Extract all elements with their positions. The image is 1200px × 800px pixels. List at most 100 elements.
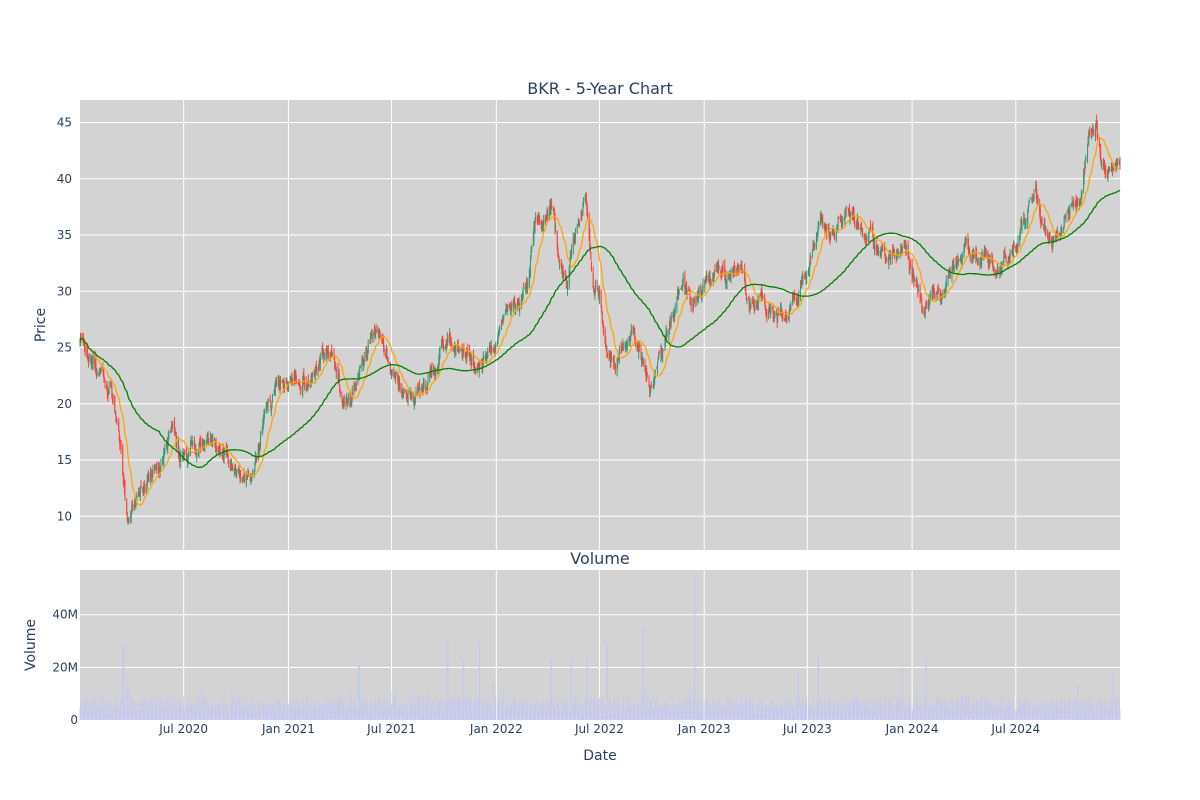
candle-body (1009, 257, 1011, 261)
volume-bar (1119, 698, 1120, 720)
volume-bar (592, 707, 594, 720)
volume-bar (319, 704, 321, 720)
volume-bar (439, 698, 441, 720)
volume-bar (1032, 707, 1034, 720)
candle-body (289, 378, 291, 380)
candle-body (786, 315, 788, 320)
candle-body (252, 470, 254, 473)
candle-body (1020, 222, 1022, 229)
candle-body (660, 349, 662, 357)
volume-bar (661, 709, 662, 720)
candle-body (932, 289, 934, 294)
volume-bar (678, 704, 680, 720)
candle-body (629, 337, 631, 340)
volume-bar (1003, 708, 1005, 720)
volume-bar (1007, 706, 1009, 720)
candle-body (1067, 212, 1069, 216)
candle-body (917, 286, 919, 293)
candle-body (351, 397, 353, 405)
volume-bar (825, 697, 826, 720)
volume-bar (1037, 699, 1038, 720)
candle-body (601, 312, 603, 319)
candle-body (403, 388, 405, 394)
volume-bar (342, 711, 343, 720)
candle-body (744, 269, 746, 282)
volume-bar (714, 709, 716, 720)
candle-body (301, 388, 303, 390)
candle-body (107, 390, 109, 396)
candle-body (736, 265, 738, 269)
volume-bar (694, 577, 696, 720)
candle-body (959, 259, 961, 261)
volume-bar (485, 698, 486, 720)
volume-bar (314, 705, 316, 720)
volume-bar (734, 707, 736, 720)
candle-body (961, 259, 963, 263)
volume-bar (766, 707, 768, 720)
volume-bar (241, 699, 243, 720)
candle-body (375, 331, 377, 335)
candle-body (269, 398, 271, 403)
candle-body (94, 366, 96, 368)
candle-body (94, 356, 96, 365)
candle-body (613, 357, 615, 363)
candle-body (386, 351, 388, 355)
volume-bar (653, 707, 654, 720)
volume-bar (696, 701, 698, 720)
candle-body (303, 374, 305, 378)
candle-body (179, 456, 181, 463)
volume-bar (228, 711, 230, 720)
candle-body (229, 464, 231, 466)
volume-bar (681, 702, 682, 720)
candle-body (195, 451, 197, 457)
candle-body (1115, 162, 1117, 167)
candle-body (653, 378, 655, 382)
volume-bar (641, 698, 643, 720)
candle-body (1008, 258, 1010, 260)
volume-bar (278, 701, 280, 720)
candle-body (724, 265, 726, 276)
candle-body (936, 292, 938, 294)
volume-bar (670, 701, 672, 720)
candle-body (592, 273, 594, 288)
volume-bar (238, 696, 240, 720)
volume-bar (247, 707, 249, 720)
volume-bar (143, 696, 145, 720)
volume-bar (1015, 710, 1017, 720)
candle-body (1016, 246, 1018, 251)
volume-bar (862, 700, 863, 720)
volume-bar (285, 711, 287, 720)
volume-bar (804, 703, 806, 720)
candle-body (733, 267, 735, 271)
volume-bar (839, 708, 841, 720)
volume-bar (120, 704, 121, 720)
volume-bar (610, 706, 612, 720)
x-tick-label: Jan 2022 (469, 722, 523, 736)
volume-bar (900, 700, 902, 720)
volume-bar (175, 708, 177, 720)
candle-body (881, 248, 883, 251)
volume-bar (190, 705, 192, 720)
candle-body (716, 264, 718, 267)
candle-body (884, 248, 886, 256)
candle-body (551, 203, 553, 209)
candle-body (307, 383, 309, 389)
volume-bar (208, 709, 210, 720)
candle-body (206, 439, 208, 442)
volume-bar (740, 702, 742, 720)
candle-body (965, 238, 967, 241)
candle-body (217, 448, 219, 453)
volume-bar (146, 700, 148, 720)
candle-body (575, 230, 577, 241)
candle-body (686, 291, 688, 294)
volume-bar (282, 708, 284, 720)
volume-bar (391, 704, 393, 720)
candle-body (682, 278, 684, 282)
volume-bar (509, 698, 511, 720)
volume-bar (140, 699, 142, 720)
candle-body (526, 280, 528, 287)
volume-bar (511, 698, 513, 720)
volume-bar (1025, 702, 1026, 720)
volume-bar (107, 702, 109, 720)
candle-body (466, 351, 468, 353)
